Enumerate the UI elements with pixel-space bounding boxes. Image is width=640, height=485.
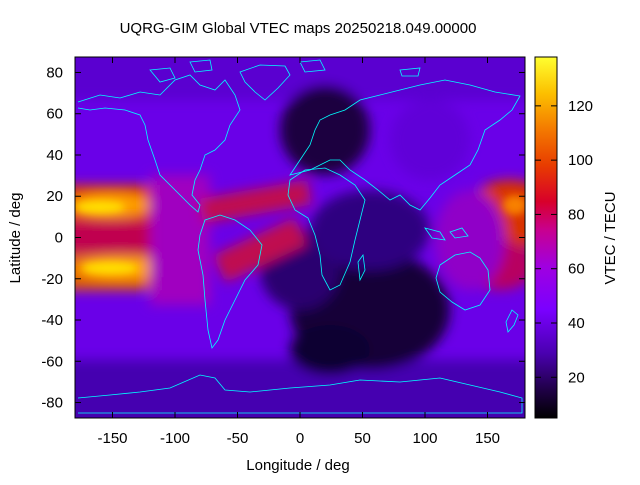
- y-tick-label: 40: [46, 147, 63, 164]
- y-tick-label: -20: [41, 271, 63, 288]
- x-tick-label: 0: [296, 430, 304, 447]
- coastline-indonesia: [424, 227, 469, 241]
- colorbar-ticks: 120 100 80 60 40 20: [535, 98, 593, 386]
- x-axis: -150 -100 -50 0 50 100 150: [97, 57, 500, 447]
- y-tick-label: 0: [55, 230, 63, 247]
- colorbar: [534, 56, 558, 419]
- colorbar-tick-label: 120: [568, 98, 593, 115]
- colorbar-tick-label: 60: [568, 261, 585, 278]
- colorbar-label: VTEC / TECU: [602, 191, 619, 284]
- x-tick-label: 50: [354, 430, 371, 447]
- x-tick-label: 150: [475, 430, 500, 447]
- x-tick-label: -100: [160, 430, 190, 447]
- y-tick-label: -40: [41, 312, 63, 329]
- vtec-map: [75, 57, 525, 418]
- coastline-australia: [435, 251, 491, 311]
- coastline-antarctica: [77, 374, 523, 414]
- y-tick-label: -80: [41, 395, 63, 412]
- coastline-greenland: [239, 64, 291, 101]
- y-tick-label: 80: [46, 64, 63, 81]
- colorbar-tick-label: 40: [568, 315, 585, 332]
- y-axis: 80 60 40 20 0 -20 -40 -60 -80: [41, 64, 525, 412]
- colorbar-tick-label: 20: [568, 369, 585, 386]
- y-tick-label: 60: [46, 106, 63, 123]
- x-tick-label: -150: [97, 430, 127, 447]
- coastline-africa: [287, 167, 366, 291]
- x-tick-label: 100: [412, 430, 437, 447]
- vtec-peaks: [75, 195, 525, 274]
- coastline-arctic-islands: [149, 59, 421, 83]
- vtec-field: [75, 57, 525, 418]
- colorbar-tick-label: 100: [568, 152, 593, 169]
- coastline-madagascar: [357, 253, 366, 282]
- colorbar-tick-label: 80: [568, 206, 585, 223]
- y-tick-label: 20: [46, 188, 63, 205]
- x-tick-label: -50: [227, 430, 249, 447]
- x-axis-label: Longitude / deg: [246, 457, 349, 474]
- coastline-south-america: [197, 214, 263, 349]
- plot-title: UQRG-GIM Global VTEC maps 20250218.049.0…: [120, 20, 477, 37]
- coastlines: [77, 59, 523, 414]
- coastline-eurasia: [289, 79, 521, 211]
- y-axis-label: Latitude / deg: [7, 193, 24, 284]
- y-tick-label: -60: [41, 353, 63, 370]
- coastline-new-zealand: [505, 309, 519, 333]
- coastline-north-america: [77, 74, 241, 213]
